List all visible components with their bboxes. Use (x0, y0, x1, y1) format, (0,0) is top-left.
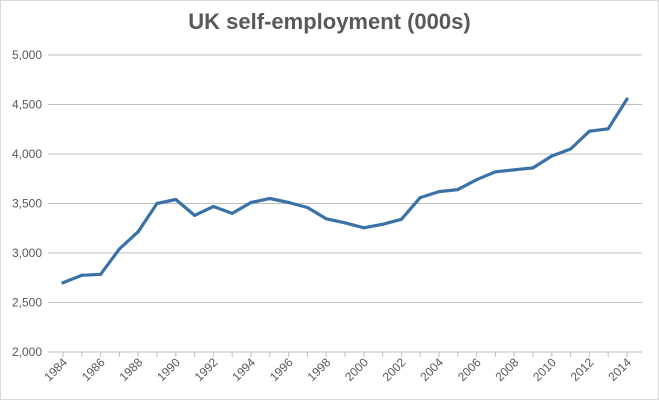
x-tick-label: 1998 (305, 355, 334, 384)
data-point (475, 178, 479, 182)
data-point (136, 230, 140, 234)
x-tick-label: 2014 (605, 355, 634, 384)
x-tick-label: 1988 (117, 355, 146, 384)
data-point (305, 205, 309, 210)
y-tick-label: 3,500 (12, 197, 42, 211)
data-point (493, 170, 497, 174)
data-point (362, 226, 366, 230)
x-tick-label: 1986 (79, 355, 108, 384)
data-point (531, 166, 535, 170)
x-tick-label: 2010 (530, 355, 559, 384)
data-point (381, 222, 385, 226)
data-point (99, 272, 103, 276)
x-tick-label: 1984 (41, 355, 70, 384)
data-point (287, 200, 291, 205)
gridlines (48, 54, 642, 353)
data-point (512, 168, 516, 172)
data-point (174, 197, 178, 202)
data-point (324, 217, 328, 221)
data-point (211, 204, 215, 209)
data-point (399, 217, 403, 221)
data-point (418, 195, 422, 200)
data-point (80, 273, 84, 277)
data-point (569, 147, 573, 151)
data-point (230, 211, 234, 215)
y-tick-label: 4,000 (12, 147, 42, 161)
data-point (587, 129, 592, 133)
data-point (117, 247, 121, 251)
x-tick-label: 1996 (267, 355, 296, 384)
y-tick-label: 5,000 (12, 48, 42, 62)
data-point (193, 213, 197, 217)
data-point (343, 221, 347, 225)
data-point (606, 127, 610, 131)
x-tick-label: 2000 (342, 355, 371, 384)
x-tick-label: 1992 (192, 355, 221, 384)
y-tick-label: 2,000 (12, 345, 42, 359)
x-axis (48, 351, 642, 357)
data-point (249, 200, 253, 205)
x-tick-label: 2012 (568, 355, 597, 384)
x-tick-label: 2004 (417, 355, 446, 384)
data-point (61, 281, 65, 285)
data-point (550, 154, 554, 158)
data-point (456, 188, 460, 192)
data-point (268, 196, 272, 201)
series-layer (61, 97, 629, 285)
x-tick-label: 2006 (455, 355, 484, 384)
y-tick-label: 4,500 (12, 98, 42, 112)
x-tick-label: 1990 (154, 355, 183, 384)
x-tick-label: 2002 (380, 355, 409, 384)
x-tick-label: 1994 (229, 355, 258, 384)
series-line (61, 97, 629, 285)
y-tick-label: 3,000 (12, 246, 42, 260)
x-tick-label: 2008 (493, 355, 522, 384)
data-point (625, 97, 629, 101)
y-tick-label: 2,500 (12, 296, 42, 310)
chart-title: UK self-employment (000s) (188, 9, 471, 34)
data-point (437, 190, 441, 194)
y-axis-labels: 2,000 2,500 3,000 3,500 4,000 4,500 5,000 (12, 48, 42, 359)
x-axis-labels: 1984 1986 1988 1990 1992 1994 1996 1998 2000 2002… (41, 355, 634, 384)
data-point (155, 201, 159, 206)
